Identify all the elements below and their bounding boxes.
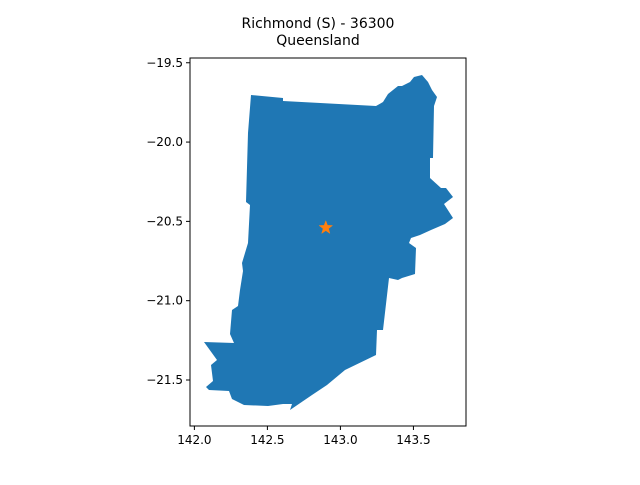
y-tick-label: −20.0	[146, 135, 183, 149]
region-polygon	[204, 75, 453, 410]
y-tick-label: −21.0	[146, 294, 183, 308]
y-axis-ticks: −19.5 −20.0 −20.5 −21.0 −21.5	[146, 56, 190, 387]
y-tick-label: −19.5	[146, 56, 183, 70]
x-axis-ticks: 142.0 142.5 143.0 143.5	[177, 426, 431, 447]
centroid-star-marker	[318, 219, 334, 235]
title-line-2: Queensland	[276, 33, 360, 49]
x-tick-label: 142.5	[250, 433, 284, 447]
x-tick-label: 142.0	[177, 433, 211, 447]
title-line-1: Richmond (S) - 36300	[241, 16, 395, 32]
x-tick-label: 143.0	[323, 433, 357, 447]
y-tick-label: −21.5	[146, 373, 183, 387]
x-tick-label: 143.5	[396, 433, 430, 447]
y-tick-label: −20.5	[146, 214, 183, 228]
map-title: Richmond (S) - 36300 Queensland	[168, 16, 468, 50]
axes-frame	[189, 57, 467, 427]
